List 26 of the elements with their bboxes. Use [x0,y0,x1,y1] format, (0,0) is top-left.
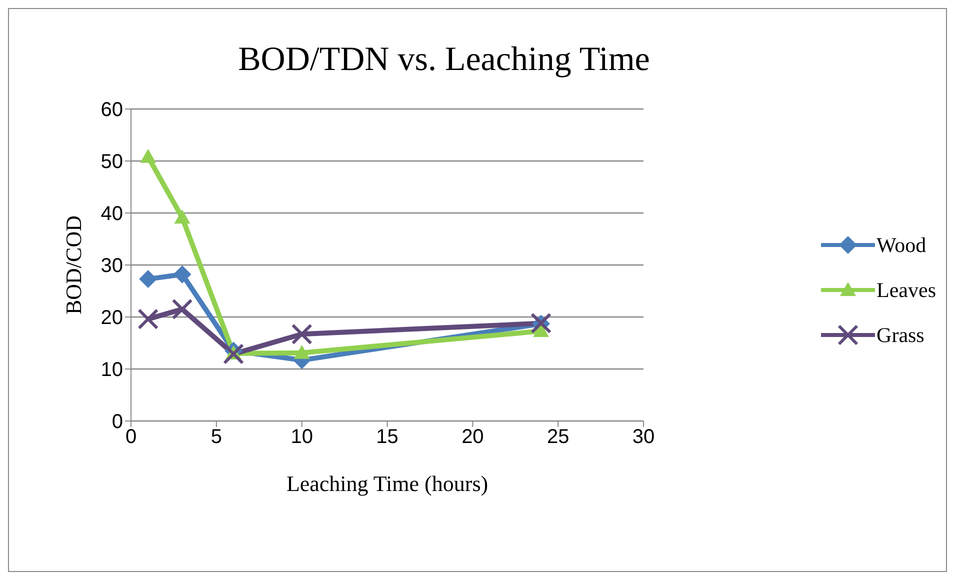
chart-title: BOD/TDN vs. Leaching Time [237,41,651,79]
y-tick-label: 0 [112,411,123,434]
y-tick-label: 60 [100,99,123,122]
x-tick-label: 15 [376,426,398,448]
x-axis-title: Leaching Time (hours) [286,471,488,496]
point [533,323,550,338]
y-tick-label: 10 [100,359,123,382]
y-tick-label: 30 [100,255,123,278]
point [140,148,156,163]
y-tick-label: 50 [100,151,123,174]
x-tick-label: 5 [210,426,222,448]
point [139,270,158,288]
point [294,344,310,359]
y-axis-title: BOD/COD [60,215,86,315]
legend-label: Grass [876,322,924,348]
x-tick-label: 10 [290,426,313,448]
x-tick-label: 30 [632,426,655,448]
point [173,265,192,284]
y-tick-label: 40 [100,203,123,226]
legend-label: Wood [876,232,926,258]
x-tick-label: 20 [462,426,484,448]
x-tick-label: 0 [125,426,137,448]
point [174,210,190,224]
legend-label: Leaves [876,278,936,302]
y-tick-label: 20 [100,307,123,330]
x-tick-label: 25 [546,426,570,448]
